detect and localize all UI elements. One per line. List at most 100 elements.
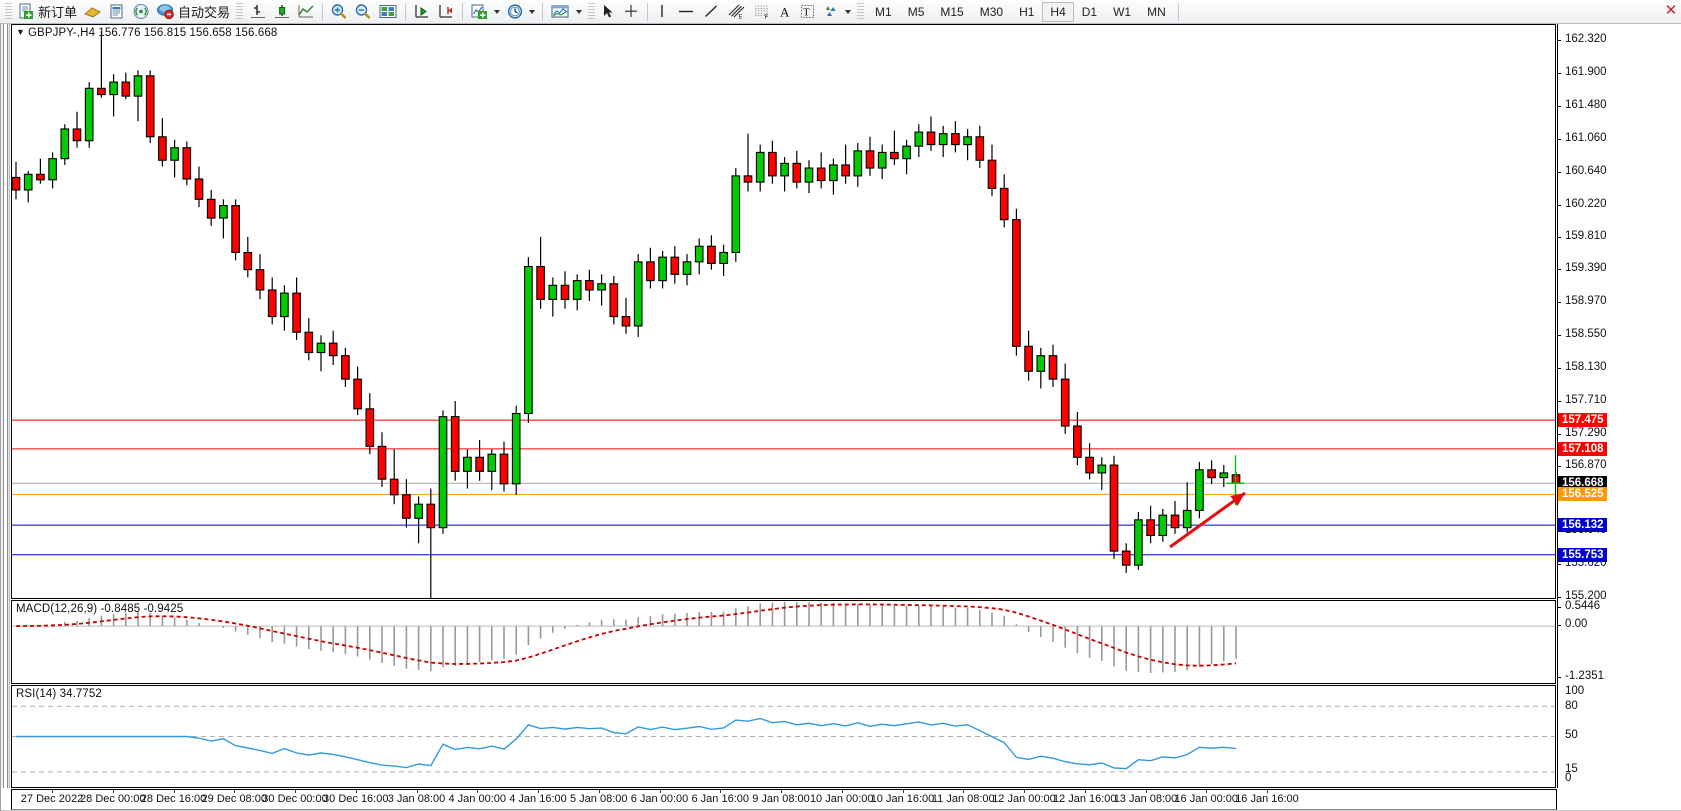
candle <box>158 118 167 167</box>
crosshair-tool-button[interactable] <box>619 1 643 22</box>
toolbar-separator-2 <box>405 2 407 21</box>
chart-shift-icon <box>437 3 455 20</box>
timeframe-m5[interactable]: M5 <box>907 4 925 19</box>
template-icon <box>550 3 571 20</box>
time-tick <box>477 790 479 793</box>
shapes-tool-button[interactable] <box>819 1 854 22</box>
macd-pane[interactable]: MACD(12,26,9) -0.8485 -0.9425 <box>11 600 1556 684</box>
timeframe-h4[interactable]: H4 <box>1042 1 1074 22</box>
svg-text:A: A <box>780 5 790 20</box>
time-tick <box>659 790 661 793</box>
candle <box>255 254 265 300</box>
cursor-tool-button[interactable] <box>598 1 619 22</box>
timeframe-h1[interactable]: H1 <box>1019 4 1035 19</box>
rsi-pane[interactable]: RSI(14) 34.7752 <box>11 685 1556 788</box>
candle <box>389 449 399 505</box>
chevron-down-icon[interactable] <box>845 9 852 14</box>
candle <box>36 158 45 184</box>
autotrading-button[interactable]: 自动交易 <box>153 1 233 22</box>
auto-scroll-button[interactable] <box>410 1 434 22</box>
macd-scale[interactable]: 0.5446 0.00 -1.2351 <box>1557 600 1681 685</box>
time-label: 28 Dec 00:00 <box>80 793 146 805</box>
chart-vertical-divider[interactable] <box>1 24 10 788</box>
candle <box>890 130 899 165</box>
chart-shift-button[interactable] <box>434 1 458 22</box>
signals-button[interactable] <box>129 1 153 22</box>
candle <box>682 254 692 286</box>
candle <box>1146 505 1155 544</box>
price-label-resistance-2[interactable]: 157.108 <box>1558 441 1607 456</box>
candle <box>1060 363 1070 434</box>
chart-tile-button[interactable] <box>375 1 401 22</box>
candle <box>48 152 57 189</box>
price-axis-line <box>1557 24 1558 600</box>
candlestick-chart-button[interactable] <box>270 1 294 22</box>
candle <box>450 401 460 481</box>
rsi-scale[interactable]: 100 80 50 15 0 <box>1557 685 1681 788</box>
zoom-in-button[interactable] <box>327 1 351 22</box>
price-pane[interactable]: ▼ GBPJPY-,H4 156.776 156.815 156.658 156.… <box>11 24 1556 599</box>
time-tick <box>173 790 175 793</box>
time-tick <box>295 790 296 793</box>
time-tick <box>234 790 236 793</box>
candle <box>341 347 350 387</box>
candle <box>1073 411 1082 466</box>
fibonacci-tool-button[interactable]: F <box>749 1 775 22</box>
toolbar-grip[interactable] <box>5 2 12 21</box>
price-label-ask-line[interactable]: 156.525 <box>1558 487 1607 502</box>
trend-arrow <box>1169 491 1246 549</box>
candle <box>792 150 802 189</box>
candle <box>304 318 314 361</box>
toolbar-grip-2[interactable] <box>236 2 244 21</box>
vertical-line-tool-button[interactable] <box>652 1 673 22</box>
toolbar-separator-1 <box>322 2 324 21</box>
bar-chart-button[interactable] <box>246 1 270 22</box>
period-separators-button[interactable] <box>503 1 538 22</box>
equidistant-channel-tool-button[interactable]: E <box>723 1 749 22</box>
price-label-resistance-1[interactable]: 157.475 <box>1558 413 1607 428</box>
main-toolbar: 新订单 <box>0 0 1681 24</box>
indicators-list-button[interactable] <box>467 1 503 22</box>
templates-button[interactable] <box>547 1 585 22</box>
time-label: 4 Jan 16:00 <box>509 793 567 805</box>
metaeditor-button[interactable] <box>105 1 129 22</box>
text-tool-button[interactable]: A <box>775 1 796 22</box>
chevron-down-icon[interactable] <box>576 9 583 14</box>
rsi-plot[interactable] <box>12 686 1555 787</box>
text-label-tool-button[interactable]: T <box>796 1 819 22</box>
price-label-bid-line[interactable]: 156.668 <box>1558 476 1607 491</box>
chevron-down-icon[interactable] <box>494 9 501 14</box>
zoom-out-button[interactable] <box>351 1 375 22</box>
price-plot[interactable] <box>12 25 1555 598</box>
macd-plot[interactable] <box>12 601 1555 683</box>
timeframe-w1[interactable]: W1 <box>1113 4 1132 19</box>
toolbar-grip-3[interactable] <box>588 2 596 21</box>
horizontal-line-tool-button[interactable] <box>673 1 699 22</box>
candle <box>877 144 887 179</box>
chevron-down-icon[interactable]: ▼ <box>16 27 26 37</box>
new-order-button[interactable]: 新订单 <box>15 1 80 22</box>
timeframe-m1[interactable]: M1 <box>875 4 892 19</box>
time-axis[interactable]: 27 Dec 2022 28 Dec 00:00 28 Dec 16:00 29 De… <box>11 789 1557 810</box>
candle <box>463 449 472 489</box>
price-label-support-2[interactable]: 155.753 <box>1558 547 1607 562</box>
timeframe-m30[interactable]: M30 <box>979 4 1004 19</box>
price-label-support-1[interactable]: 156.132 <box>1558 518 1607 533</box>
time-label: 5 Jan 08:00 <box>570 793 628 805</box>
trendline-tool-button[interactable] <box>699 1 723 22</box>
candle <box>963 128 972 161</box>
line-chart-button[interactable] <box>294 1 318 22</box>
time-tick <box>841 790 843 793</box>
candle <box>1109 455 1119 559</box>
expert-advisors-button[interactable] <box>80 1 105 22</box>
chevron-down-icon[interactable] <box>529 9 536 14</box>
close-icon[interactable]: ✕ <box>1664 1 1678 19</box>
timeframe-mn[interactable]: MN <box>1147 4 1166 19</box>
timeframe-d1[interactable]: D1 <box>1081 4 1098 19</box>
candle <box>84 82 94 148</box>
time-tick <box>1267 790 1268 793</box>
price-scale[interactable]: 162.320 161.900 161.480 161.060 160.640 160.2… <box>1557 24 1681 602</box>
toolbar-grip-4[interactable] <box>857 2 865 21</box>
text-icon: A <box>778 3 792 20</box>
timeframe-m15[interactable]: M15 <box>940 4 964 19</box>
